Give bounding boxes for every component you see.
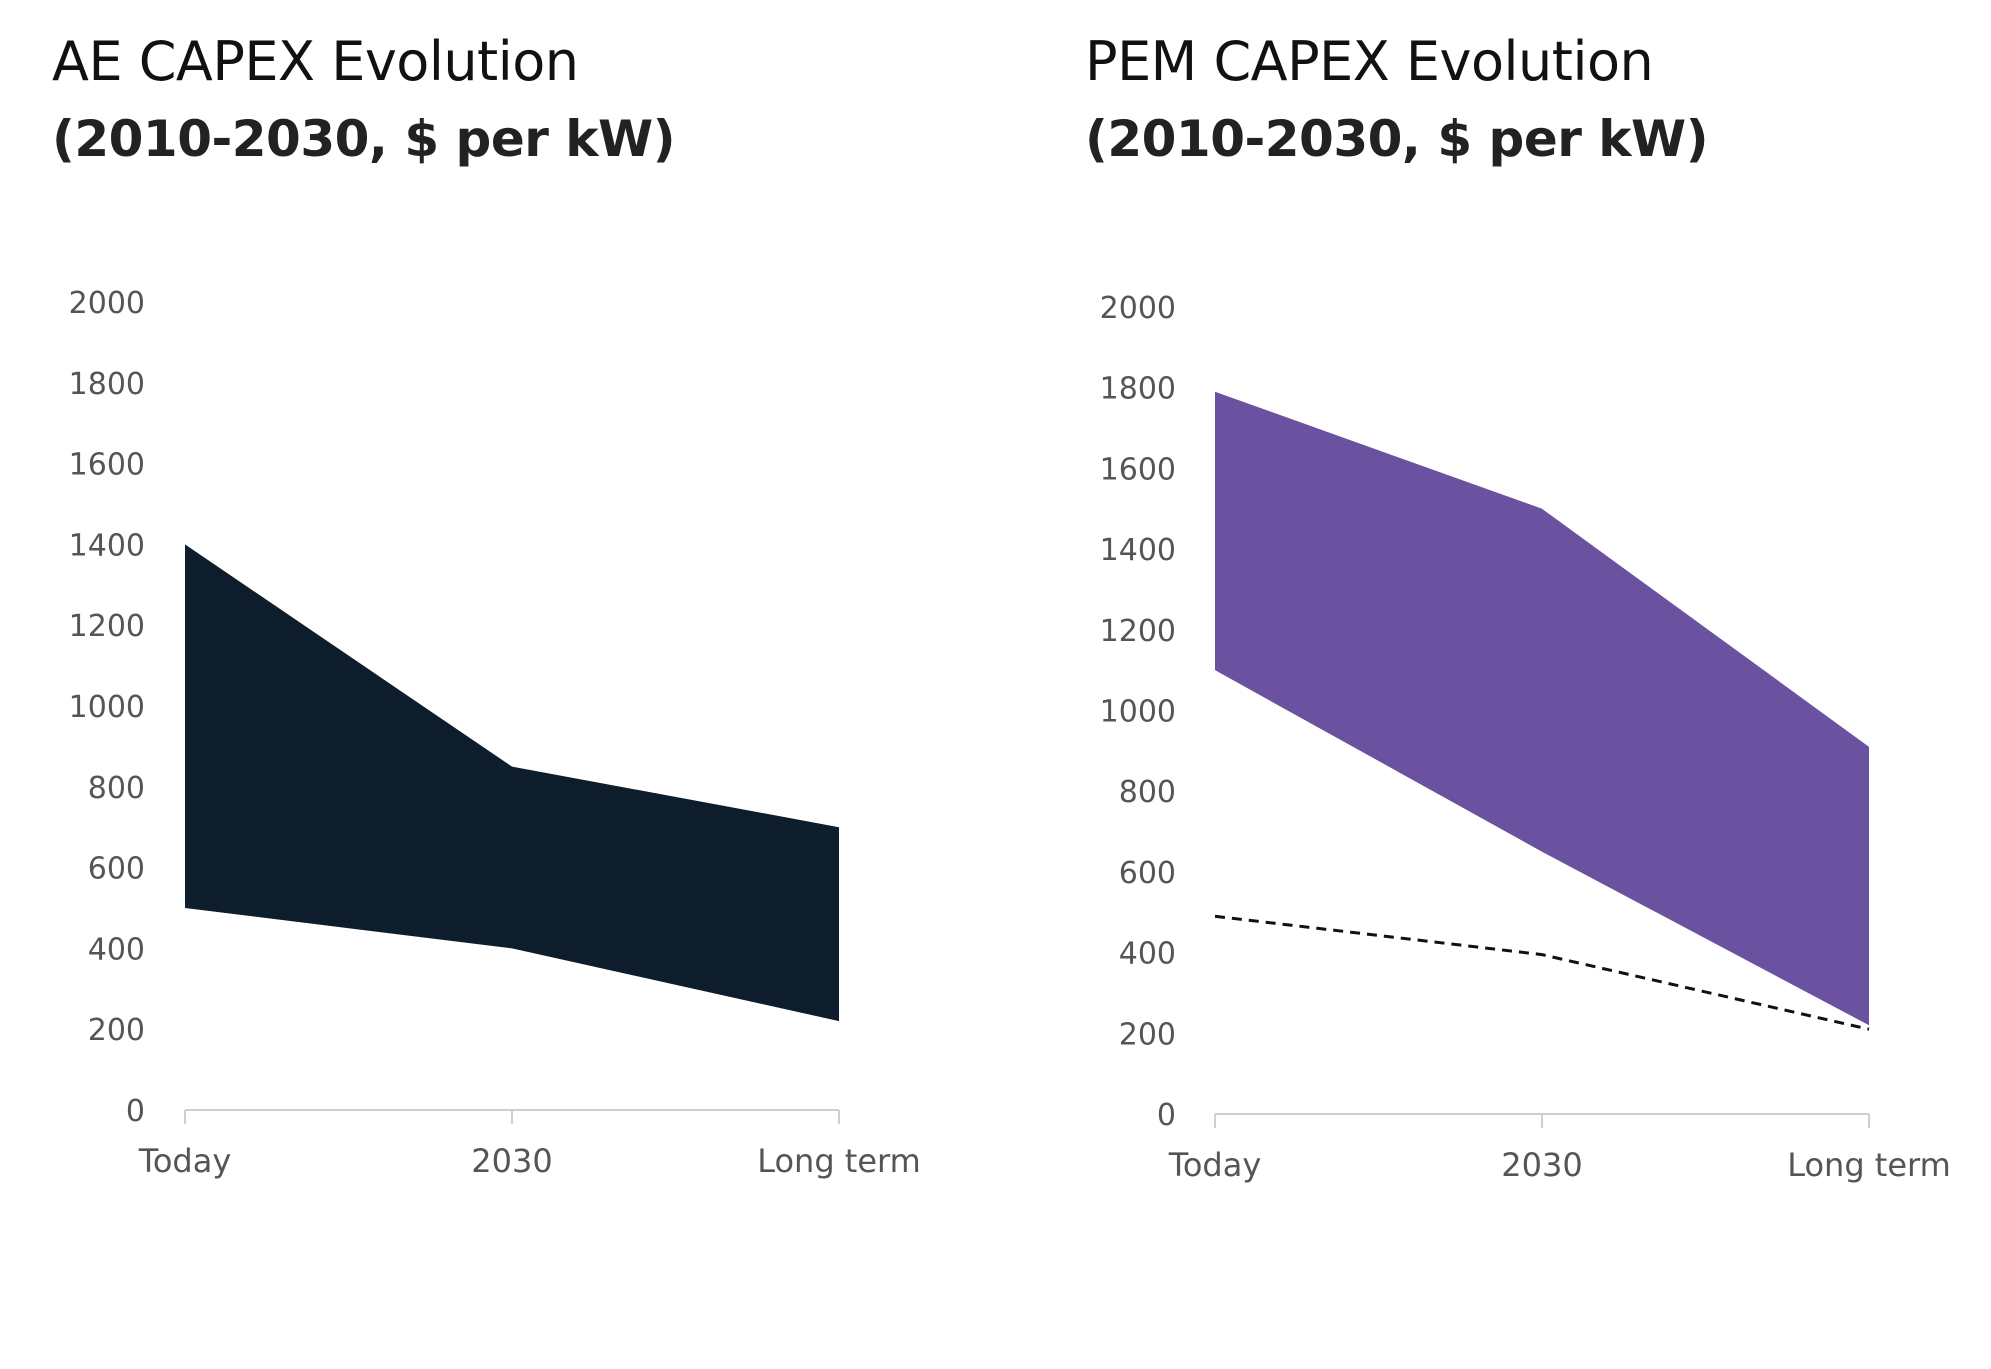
y-tick-label: 1000 — [1100, 695, 1176, 730]
x-category-label: Long term — [1787, 1146, 1951, 1184]
y-tick-label: 1200 — [69, 609, 145, 644]
y-tick-label: 2000 — [1100, 291, 1176, 326]
pem-chart-panel: PEM CAPEX Evolution (2010-2030, $ per kW… — [1035, 0, 1991, 1369]
x-category-label: Today — [138, 1142, 232, 1180]
y-tick-label: 400 — [1119, 937, 1176, 972]
y-tick-label: 0 — [1157, 1098, 1176, 1133]
pem-chart-subtitle: (2010-2030, $ per kW) — [1085, 110, 1709, 168]
ae-capex-chart: 0 200 400 600 800 1000 1200 1400 1600 1800 2000 Tod… — [69, 286, 921, 1180]
x-category-label: Today — [1168, 1146, 1262, 1184]
y-tick-label: 600 — [88, 852, 145, 887]
y-tick-label: 1400 — [1100, 533, 1176, 568]
y-tick-label: 1000 — [69, 690, 145, 725]
y-tick-label: 2000 — [69, 286, 145, 321]
x-category-label: 2030 — [1501, 1146, 1582, 1184]
y-tick-label: 200 — [1119, 1017, 1176, 1052]
capex-range-area — [185, 544, 839, 1022]
y-tick-label: 0 — [126, 1094, 145, 1129]
y-tick-label: 1800 — [1100, 372, 1176, 407]
x-category-label: 2030 — [471, 1142, 552, 1180]
y-tick-label: 400 — [88, 932, 145, 967]
y-tick-label: 1400 — [69, 528, 145, 563]
y-tick-label: 200 — [88, 1013, 145, 1048]
x-category-label: Long term — [757, 1142, 921, 1180]
pem-chart-title: PEM CAPEX Evolution — [1085, 30, 1654, 93]
y-tick-label: 1800 — [69, 367, 145, 402]
y-tick-label: 1600 — [69, 448, 145, 483]
y-tick-label: 1200 — [1100, 614, 1176, 649]
y-tick-label: 800 — [88, 771, 145, 806]
y-tick-label: 1600 — [1100, 452, 1176, 487]
reference-dashed-line — [1214, 914, 1870, 1031]
ae-chart-title: AE CAPEX Evolution — [52, 30, 579, 93]
ae-chart-subtitle: (2010-2030, $ per kW) — [52, 110, 676, 168]
ae-chart-panel: AE CAPEX Evolution (2010-2030, $ per kW)… — [0, 0, 995, 1369]
y-tick-label: 800 — [1119, 775, 1176, 810]
y-tick-label: 600 — [1119, 856, 1176, 891]
pem-capex-chart: 0 200 400 600 800 1000 1200 1400 1600 1800 2000 Tod… — [1100, 291, 1951, 1184]
capex-range-area — [1215, 391, 1869, 1026]
